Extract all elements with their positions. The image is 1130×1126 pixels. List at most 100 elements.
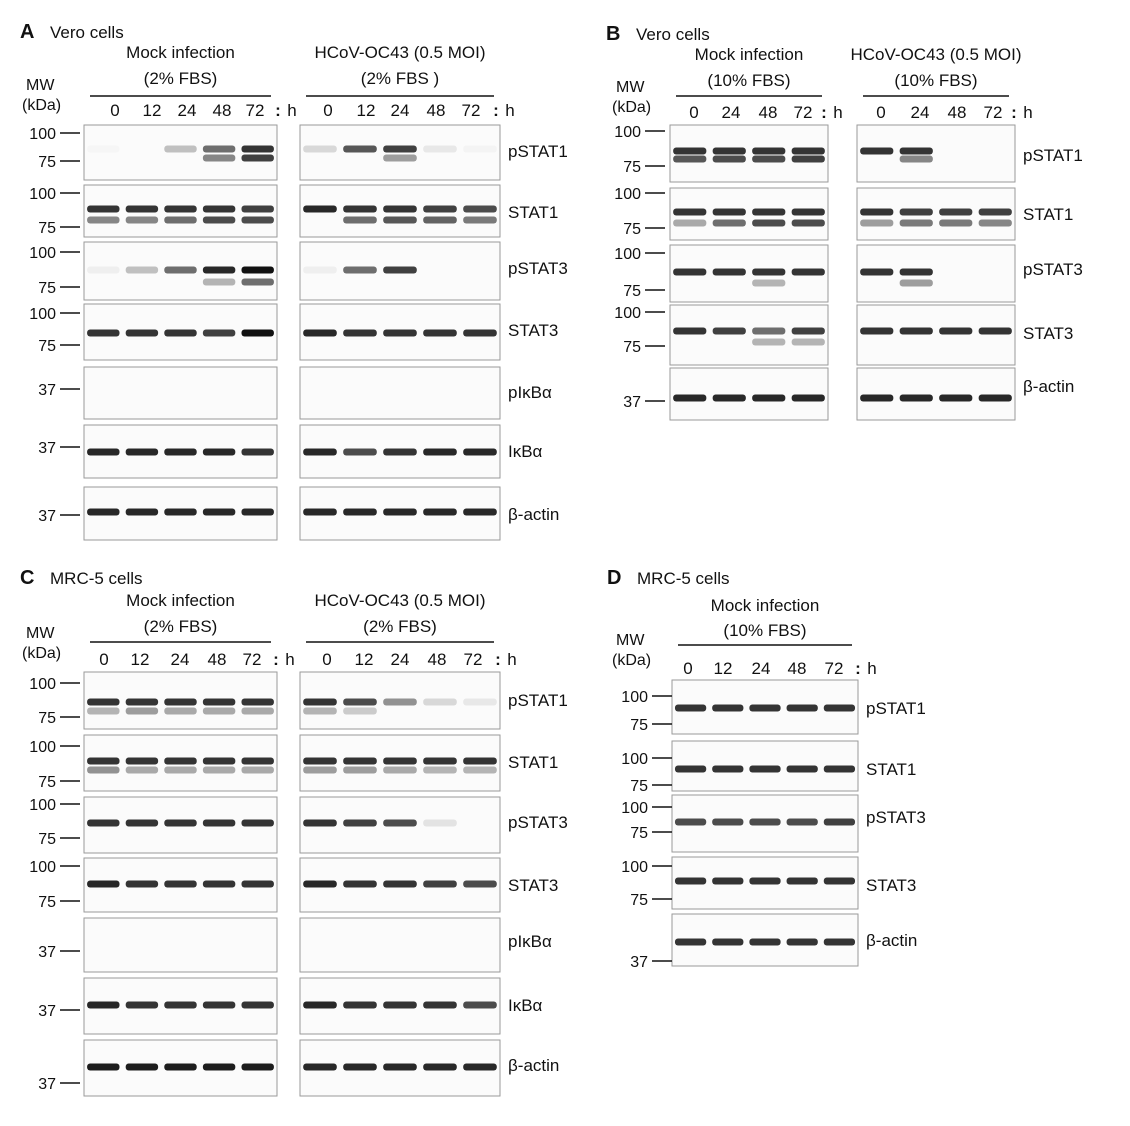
blot-band: [303, 1063, 337, 1071]
mw-marker: 100: [29, 186, 56, 203]
lane-time-label: 0: [99, 650, 108, 669]
blot-strip: [83, 486, 278, 541]
mw-marker: 100: [29, 676, 56, 693]
blot-band: [712, 147, 746, 155]
mw-label: MW: [26, 625, 55, 642]
mw-marker: 75: [623, 159, 641, 176]
blot-band: [463, 448, 497, 456]
mw-marker: 37: [38, 1003, 56, 1020]
blot-band: [164, 707, 197, 715]
blot-band: [164, 266, 197, 274]
blot-band: [164, 819, 197, 827]
lane-time-label: 72: [464, 650, 483, 669]
blot-band: [791, 219, 825, 227]
blot-band: [87, 146, 119, 153]
blot-band: [202, 880, 236, 888]
blot-band: [674, 938, 707, 946]
blot-band: [241, 880, 274, 888]
blot-strip: IκBα: [299, 977, 543, 1035]
blot-band: [383, 448, 417, 456]
blot-band: [164, 1001, 197, 1009]
target-label: STAT3: [866, 876, 916, 895]
lane-time-label: 72: [984, 103, 1003, 122]
time-unit-label: h: [1023, 103, 1032, 122]
blot-strip: [669, 124, 829, 183]
blot-band: [343, 448, 377, 456]
blot-band: [383, 698, 417, 706]
blot-band: [343, 1063, 377, 1071]
blot-band: [241, 448, 274, 456]
blot-membrane: [669, 304, 829, 366]
blot-band: [749, 877, 781, 885]
mw-marker: 100: [29, 797, 56, 814]
blot-band: [978, 327, 1012, 335]
blot-band: [712, 704, 744, 712]
blot-band: [673, 147, 707, 155]
blot-band: [125, 880, 159, 888]
blot-group: HCoV-OC43 (0.5 MOI) (2% FBS) 0 12 24 48 72: h pS…: [299, 591, 568, 1097]
mw-label: MW: [26, 77, 55, 94]
blot-band: [712, 219, 746, 227]
blot-band: [125, 698, 159, 706]
mw-marker: 100: [29, 739, 56, 756]
blot-band: [303, 819, 337, 827]
blot-band: [202, 329, 236, 337]
group-title: Mock infection: [695, 45, 804, 64]
blot-band: [343, 766, 377, 774]
blot-band: [752, 219, 786, 227]
panel-cell-line: MRC-5 cells: [637, 569, 730, 588]
mw-marker: 75: [38, 154, 56, 171]
lane-time-label: 0: [322, 650, 331, 669]
blot-band: [978, 394, 1012, 402]
blot-band: [87, 1001, 120, 1009]
blot-band: [202, 707, 236, 715]
blot-band: [125, 205, 159, 213]
blot-membrane: [299, 917, 501, 973]
blot-band: [241, 757, 274, 765]
lane-time-label: 48: [427, 101, 446, 120]
blot-strip: [83, 857, 278, 913]
lane-time-label: 24: [391, 650, 410, 669]
target-label: STAT1: [1023, 205, 1073, 224]
group-condition: (2% FBS): [144, 69, 218, 88]
blot-strip: [83, 241, 278, 301]
panel-cell-line: Vero cells: [636, 25, 710, 44]
blot-band: [241, 329, 274, 337]
blot-band: [749, 818, 781, 826]
lane-time-label: 48: [759, 103, 778, 122]
blot-band: [423, 145, 457, 153]
blot-band: [899, 155, 933, 163]
blot-band: [383, 154, 417, 162]
blot-band: [241, 698, 274, 706]
time-separator: :: [1011, 103, 1017, 122]
blot-band: [823, 877, 856, 885]
lane-time-label: 12: [357, 101, 376, 120]
blot-band: [202, 266, 236, 274]
blot-strip: [669, 304, 829, 366]
blot-band: [164, 880, 197, 888]
lane-time-label: 0: [689, 103, 698, 122]
target-label: IκBα: [508, 996, 543, 1015]
blot-band: [673, 327, 707, 335]
blot-strip: β-actin: [299, 1039, 559, 1097]
panel-c: C MRC-5 cells MW (kDa) Mock infection (2% FBS…: [20, 567, 568, 1097]
blot-band: [241, 1001, 274, 1009]
blot-strip: [83, 1039, 278, 1097]
target-label: STAT3: [1023, 324, 1073, 343]
blot-band: [383, 757, 417, 765]
group-condition: (10% FBS): [894, 71, 977, 90]
mw-marker: 37: [38, 944, 56, 961]
lane-time-label: 12: [143, 101, 162, 120]
blot-band: [383, 145, 417, 153]
mw-marker: 75: [630, 892, 648, 909]
blot-band: [125, 1063, 159, 1071]
time-separator: :: [493, 101, 499, 120]
time-unit-label: h: [833, 103, 842, 122]
blot-membrane: [299, 366, 501, 420]
mw-marker: 100: [614, 124, 641, 141]
blot-strip: STAT3: [299, 303, 558, 361]
lane-time-label: 24: [178, 101, 197, 120]
time-separator: :: [275, 101, 281, 120]
blot-band: [383, 508, 417, 516]
lane-time-label: 0: [110, 101, 119, 120]
